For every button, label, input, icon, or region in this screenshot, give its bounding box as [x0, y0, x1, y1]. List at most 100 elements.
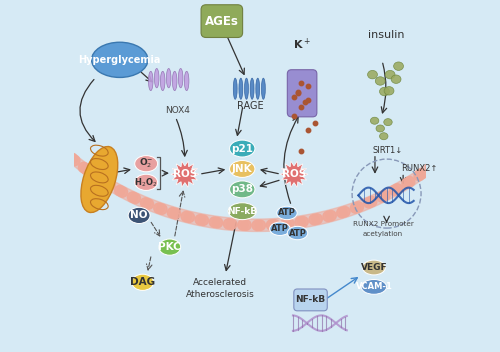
Polygon shape	[280, 161, 308, 187]
Circle shape	[0, 68, 8, 78]
Circle shape	[255, 220, 266, 231]
Circle shape	[0, 55, 1, 65]
Text: Atherosclerosis: Atherosclerosis	[186, 290, 254, 300]
Text: RAGE: RAGE	[236, 101, 264, 111]
Circle shape	[298, 216, 308, 227]
Ellipse shape	[394, 62, 404, 70]
Ellipse shape	[362, 260, 386, 275]
Text: NOX4: NOX4	[166, 106, 190, 115]
Circle shape	[496, 87, 500, 97]
Ellipse shape	[132, 274, 154, 290]
Ellipse shape	[256, 78, 260, 99]
Text: AGEs: AGEs	[205, 15, 239, 27]
Text: insulin: insulin	[368, 30, 405, 40]
Circle shape	[92, 172, 103, 183]
Circle shape	[46, 134, 56, 144]
Circle shape	[266, 220, 276, 230]
Text: ATP: ATP	[288, 228, 306, 238]
Text: p38: p38	[232, 184, 254, 194]
Ellipse shape	[244, 78, 248, 99]
Ellipse shape	[160, 71, 165, 90]
Circle shape	[390, 185, 400, 196]
Ellipse shape	[184, 71, 189, 90]
Circle shape	[67, 153, 78, 164]
Circle shape	[477, 112, 488, 122]
Circle shape	[353, 202, 364, 212]
Circle shape	[78, 162, 89, 172]
Circle shape	[309, 214, 320, 225]
Ellipse shape	[234, 78, 237, 99]
Circle shape	[212, 218, 222, 228]
Circle shape	[448, 144, 458, 154]
Ellipse shape	[361, 279, 386, 294]
Circle shape	[0, 65, 6, 75]
Ellipse shape	[166, 68, 171, 88]
Text: p21: p21	[232, 144, 254, 153]
Text: RUNX2↑: RUNX2↑	[400, 164, 437, 174]
Ellipse shape	[385, 70, 395, 79]
Text: ATP: ATP	[278, 208, 296, 218]
Ellipse shape	[230, 181, 255, 198]
Circle shape	[470, 121, 480, 131]
Circle shape	[323, 211, 334, 222]
Circle shape	[340, 207, 350, 217]
Circle shape	[437, 153, 447, 163]
Circle shape	[366, 196, 377, 207]
Text: ATP: ATP	[271, 224, 289, 233]
Circle shape	[154, 203, 164, 213]
Circle shape	[284, 218, 294, 229]
Circle shape	[48, 136, 58, 146]
Circle shape	[416, 169, 427, 179]
FancyBboxPatch shape	[201, 5, 242, 37]
Circle shape	[280, 219, 291, 229]
Circle shape	[364, 197, 374, 208]
Circle shape	[224, 219, 234, 229]
Circle shape	[488, 99, 498, 109]
Circle shape	[195, 214, 205, 225]
Ellipse shape	[154, 68, 159, 88]
Text: acetylation: acetylation	[363, 231, 403, 237]
Ellipse shape	[81, 146, 118, 213]
Circle shape	[144, 199, 154, 209]
Text: SIRT1↓: SIRT1↓	[372, 146, 402, 155]
Text: VEGF: VEGF	[360, 263, 387, 272]
Ellipse shape	[277, 206, 297, 220]
Text: RUNX2 Promoter: RUNX2 Promoter	[352, 220, 414, 227]
Text: NF-kB: NF-kB	[296, 295, 326, 304]
Ellipse shape	[376, 125, 384, 132]
Text: JNK: JNK	[232, 164, 252, 174]
Circle shape	[102, 178, 113, 189]
Circle shape	[252, 220, 262, 231]
Circle shape	[226, 219, 237, 230]
Ellipse shape	[128, 207, 150, 224]
Circle shape	[90, 171, 101, 181]
Text: VCAM-1: VCAM-1	[356, 282, 393, 291]
Ellipse shape	[92, 42, 148, 77]
Ellipse shape	[384, 87, 394, 95]
Circle shape	[4, 80, 14, 90]
Circle shape	[70, 155, 80, 166]
Text: PKC: PKC	[158, 242, 181, 252]
Circle shape	[29, 115, 40, 125]
Circle shape	[414, 170, 424, 181]
Ellipse shape	[391, 75, 401, 83]
Circle shape	[36, 124, 46, 134]
Ellipse shape	[368, 70, 378, 79]
Ellipse shape	[380, 133, 388, 140]
Circle shape	[426, 162, 436, 172]
Circle shape	[392, 184, 402, 194]
Circle shape	[105, 180, 115, 190]
Ellipse shape	[178, 68, 183, 88]
Circle shape	[27, 113, 38, 123]
Ellipse shape	[148, 71, 153, 90]
Circle shape	[458, 134, 468, 144]
Ellipse shape	[288, 226, 308, 240]
Text: H$_2$O$_2$: H$_2$O$_2$	[134, 176, 158, 189]
FancyBboxPatch shape	[294, 289, 328, 311]
Circle shape	[140, 198, 151, 208]
Polygon shape	[171, 161, 199, 187]
Circle shape	[81, 164, 92, 175]
Circle shape	[118, 187, 128, 197]
Text: ROS: ROS	[282, 169, 306, 179]
Circle shape	[428, 160, 438, 170]
